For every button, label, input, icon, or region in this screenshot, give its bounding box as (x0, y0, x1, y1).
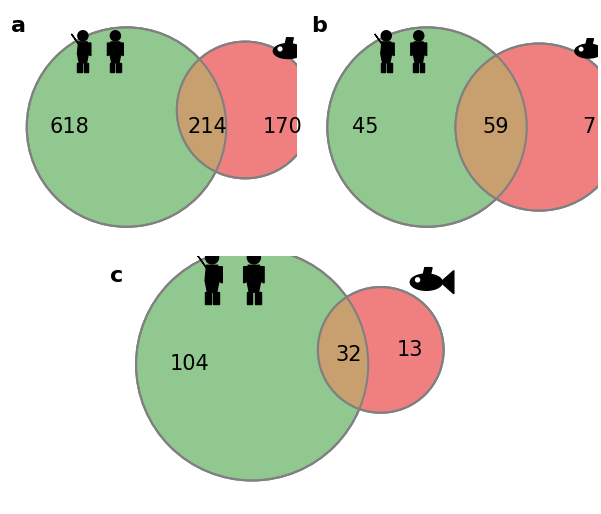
Polygon shape (108, 43, 111, 56)
Polygon shape (247, 292, 252, 304)
Polygon shape (218, 267, 222, 283)
Polygon shape (301, 41, 313, 62)
Polygon shape (120, 43, 123, 56)
Polygon shape (72, 34, 79, 44)
Circle shape (328, 27, 526, 227)
Circle shape (381, 31, 391, 41)
Circle shape (456, 44, 601, 211)
Circle shape (78, 31, 88, 41)
Polygon shape (420, 63, 424, 72)
Circle shape (27, 27, 226, 227)
Polygon shape (260, 267, 264, 283)
Polygon shape (423, 43, 427, 56)
Text: 214: 214 (188, 117, 227, 137)
Polygon shape (78, 63, 82, 72)
Text: a: a (11, 16, 26, 36)
Circle shape (111, 31, 120, 41)
Circle shape (318, 287, 444, 413)
Circle shape (248, 251, 260, 264)
Polygon shape (285, 38, 293, 44)
Text: 7: 7 (582, 117, 595, 137)
Circle shape (136, 248, 368, 481)
Polygon shape (84, 63, 88, 72)
Text: 13: 13 (397, 340, 423, 360)
Text: 32: 32 (335, 345, 362, 365)
Circle shape (177, 42, 314, 178)
Polygon shape (110, 63, 114, 72)
Circle shape (27, 27, 226, 227)
Polygon shape (255, 292, 261, 304)
Circle shape (328, 27, 526, 227)
Text: c: c (110, 266, 123, 286)
Polygon shape (413, 63, 418, 72)
Circle shape (413, 31, 424, 41)
Polygon shape (213, 292, 219, 304)
Polygon shape (411, 43, 415, 56)
Polygon shape (586, 39, 593, 44)
Text: 170: 170 (263, 117, 302, 137)
Polygon shape (413, 42, 424, 63)
Polygon shape (243, 267, 248, 283)
Polygon shape (575, 44, 601, 58)
Polygon shape (441, 270, 454, 294)
Polygon shape (410, 274, 442, 290)
Polygon shape (205, 292, 211, 304)
Circle shape (415, 278, 419, 282)
Polygon shape (423, 268, 432, 274)
Polygon shape (387, 63, 392, 72)
Polygon shape (87, 43, 91, 56)
Polygon shape (381, 42, 392, 63)
Circle shape (206, 251, 219, 264)
Text: b: b (311, 16, 327, 36)
Polygon shape (391, 43, 394, 56)
Polygon shape (381, 63, 385, 72)
Polygon shape (374, 34, 382, 44)
Text: 59: 59 (482, 117, 508, 137)
Text: 618: 618 (50, 117, 90, 137)
Circle shape (136, 248, 368, 481)
Polygon shape (197, 255, 207, 268)
Polygon shape (117, 63, 121, 72)
Circle shape (579, 47, 583, 51)
Polygon shape (110, 42, 121, 63)
Polygon shape (78, 42, 88, 63)
Circle shape (278, 47, 282, 51)
Polygon shape (273, 44, 303, 59)
Polygon shape (205, 265, 219, 292)
Polygon shape (247, 265, 261, 292)
Text: 45: 45 (352, 117, 379, 137)
Text: 104: 104 (169, 354, 209, 374)
